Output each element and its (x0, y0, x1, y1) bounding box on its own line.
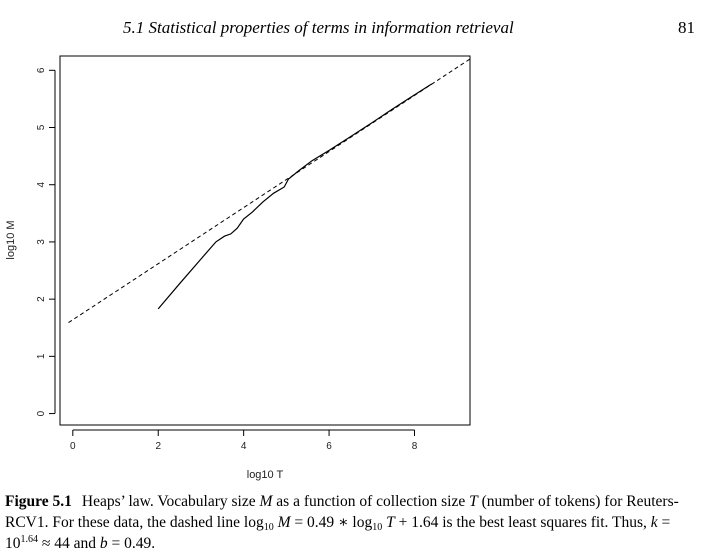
y-axis-label: log10 M (5, 220, 17, 259)
y-tick-label: 6 (36, 67, 47, 73)
heaps-law-plot: 0 2 4 6 8 0 1 2 3 4 5 6 log10 T log10 M (5, 55, 471, 481)
page-number: 81 (678, 18, 695, 37)
x-axis: 0 2 4 6 8 (70, 429, 418, 452)
log-base-subscript: 10 (263, 522, 274, 533)
var-m: M (277, 514, 291, 531)
figure-caption: Figure 5.1 Heaps’ law. Vocabulary size M … (5, 491, 703, 554)
x-tick-label: 2 (155, 441, 161, 452)
var-k: k (650, 514, 658, 531)
y-tick-label: 2 (36, 296, 47, 302)
plot-frame (59, 55, 471, 426)
var-t: T (386, 514, 395, 531)
x-tick-label: 4 (241, 441, 247, 452)
caption-text: (number of tokens) for Reuters-RCV1. For… (5, 493, 679, 531)
vocabulary-growth-line (157, 83, 432, 310)
var-b: b (99, 535, 108, 552)
caption-text: = 0.49 ∗ log (294, 514, 373, 531)
x-tick-label: 6 (326, 441, 332, 452)
y-tick-label: 3 (36, 239, 47, 245)
var-t: T (469, 493, 478, 510)
var-m: M (259, 493, 273, 510)
figure-label: Figure 5.1 (5, 493, 72, 510)
y-tick-label: 1 (36, 353, 47, 359)
caption-text: as a function of collection size (276, 493, 466, 510)
caption-text: ≈ 44 and (41, 535, 97, 552)
y-axis: 0 1 2 3 4 5 6 (36, 67, 56, 416)
x-tick-label: 8 (412, 441, 418, 452)
caption-text: Heaps’ law. Vocabulary size (81, 493, 256, 510)
least-squares-fit-line (68, 58, 470, 324)
x-axis-label: log10 T (247, 469, 284, 481)
y-tick-label: 5 (36, 124, 47, 130)
exponent-superscript: 1.64 (20, 534, 39, 545)
log-base-subscript: 10 (372, 522, 383, 533)
series-layer (68, 58, 470, 324)
caption-text: + 1.64 is the best least squares fit. Th… (398, 514, 647, 531)
y-tick-label: 4 (36, 182, 47, 188)
x-tick-label: 0 (70, 441, 76, 452)
y-tick-label: 0 (36, 410, 47, 416)
caption-text: = 10 (5, 514, 671, 552)
running-header-section-title: 5.1 Statistical properties of terms in i… (123, 18, 514, 37)
caption-text: = 0.49. (111, 535, 156, 552)
